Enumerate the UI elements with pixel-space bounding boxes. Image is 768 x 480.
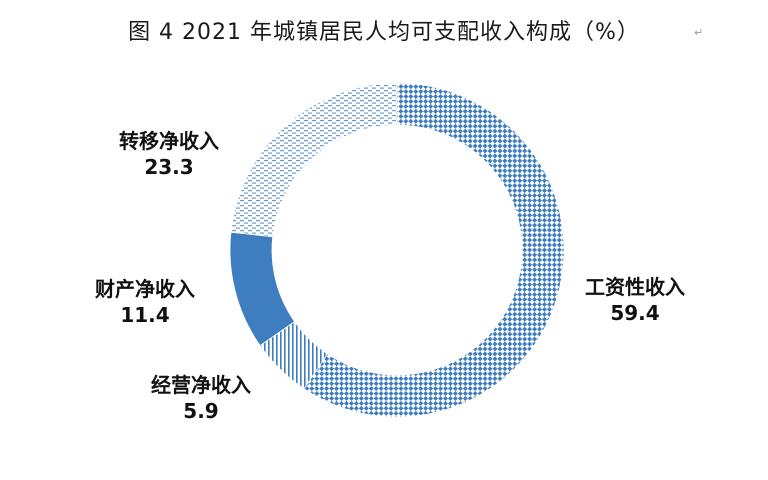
slice-label-business-name: 经营净收入 [151, 373, 251, 397]
slice-property [229, 231, 296, 347]
slice-label-transfer-value: 23.3 [144, 155, 194, 179]
chart-title: 图 4 2021 年城镇居民人均可支配收入构成（%） [128, 20, 640, 45]
slice-transfer [230, 82, 398, 238]
slice-label-wage-name: 工资性收入 [585, 275, 685, 299]
slice-label-property: 财产净收入 11.4 [70, 276, 220, 328]
slice-label-wage-value: 59.4 [610, 301, 660, 325]
slice-label-property-value: 11.4 [120, 303, 170, 327]
slice-label-transfer: 转移净收入 23.3 [94, 128, 244, 180]
slice-label-transfer-name: 转移净收入 [119, 129, 219, 153]
paragraph-mark-icon: ↵ [694, 26, 704, 39]
slice-label-property-name: 财产净收入 [95, 277, 195, 301]
slice-label-wage: 工资性收入 59.4 [560, 274, 710, 326]
slice-wage [303, 82, 565, 418]
slice-label-business: 经营净收入 5.9 [126, 372, 276, 424]
slice-label-business-value: 5.9 [183, 399, 219, 423]
